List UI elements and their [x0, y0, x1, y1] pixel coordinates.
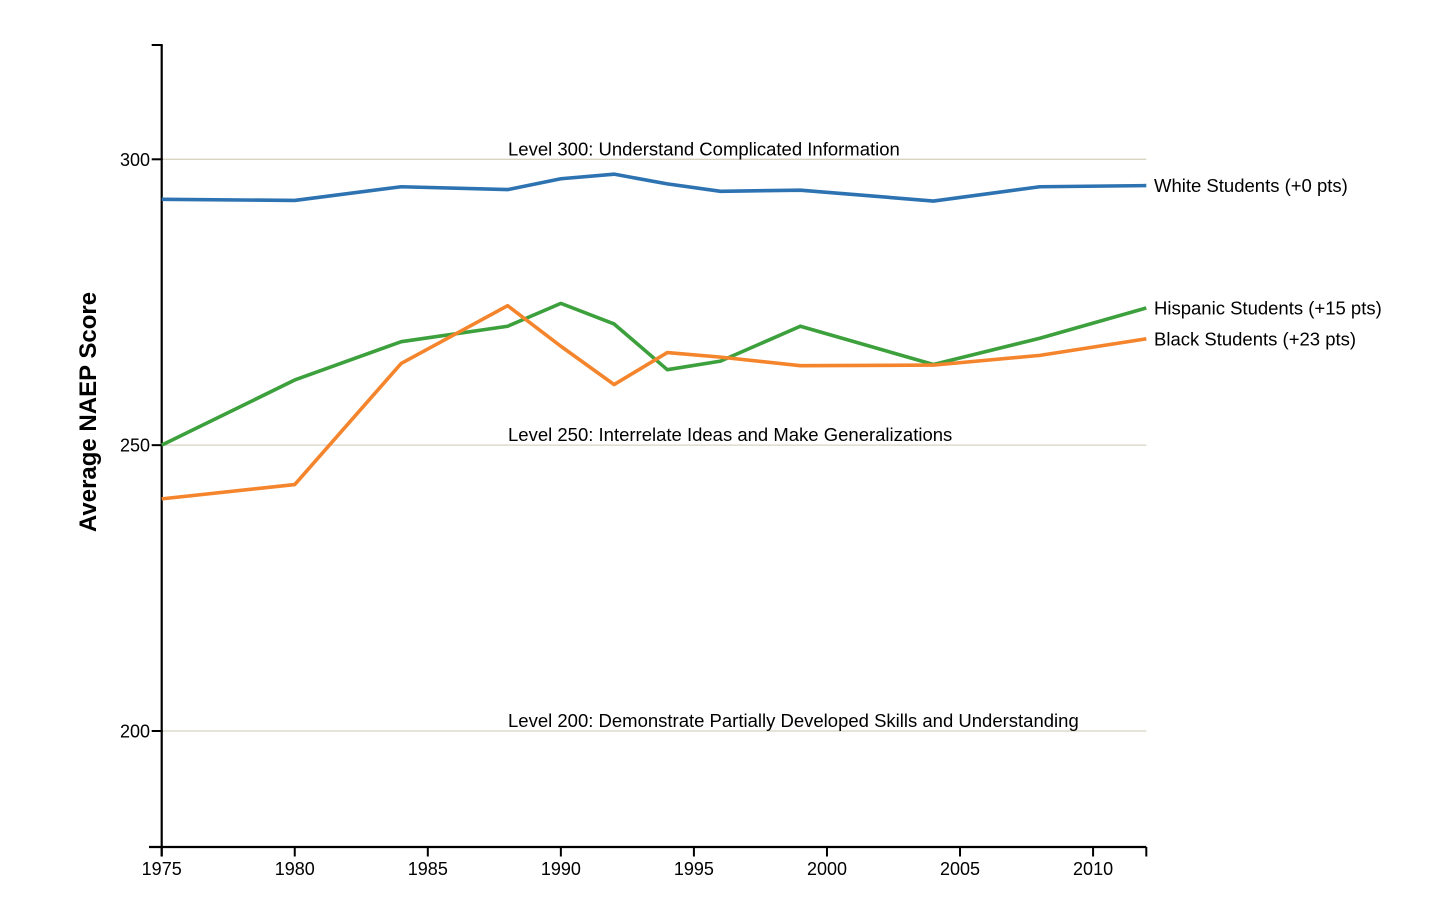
x-tick-label-2005: 2005 — [940, 859, 980, 879]
white-students-line — [161, 172, 1147, 203]
series-end-labels: White Students (+0 pts) Hispanic Student… — [1154, 175, 1382, 349]
level-200-label: Level 200: Demonstrate Partially Develop… — [508, 710, 1079, 731]
y-axis-title: Average NAEP Score — [75, 292, 102, 532]
x-axis-ticks — [160, 847, 1148, 857]
series-lines — [160, 172, 1147, 501]
y-axis-ticks — [151, 44, 163, 732]
black-students-label: Black Students (+23 pts) — [1154, 328, 1356, 349]
white-students-label: White Students (+0 pts) — [1154, 175, 1348, 196]
x-tick-label-1980: 1980 — [275, 859, 315, 879]
axes — [149, 44, 1148, 857]
x-tick-label-1975: 1975 — [142, 859, 182, 879]
x-tick-label-2000: 2000 — [807, 859, 847, 879]
y-tick-label-200: 200 — [120, 722, 150, 742]
level-300-label: Level 300: Understand Complicated Inform… — [508, 138, 900, 159]
x-axis-tick-labels: 1975 1980 1985 1990 1995 2000 2005 2010 — [142, 859, 1113, 879]
hispanic-students-line — [160, 301, 1147, 447]
level-250-label: Level 250: Interrelate Ideas and Make Ge… — [508, 424, 952, 445]
x-tick-label-1990: 1990 — [541, 859, 581, 879]
black-students-line — [161, 303, 1147, 501]
x-tick-label-1985: 1985 — [408, 859, 448, 879]
reference-gridlines — [161, 158, 1147, 732]
y-tick-label-300: 300 — [120, 150, 150, 170]
y-tick-label-250: 250 — [120, 436, 150, 456]
hispanic-students-label: Hispanic Students (+15 pts) — [1154, 297, 1382, 318]
x-tick-label-2010: 2010 — [1073, 859, 1113, 879]
reference-line-labels: Level 300: Understand Complicated Inform… — [508, 138, 1079, 731]
x-tick-label-1995: 1995 — [674, 859, 714, 879]
y-axis-tick-labels: 300 250 200 — [120, 150, 150, 742]
